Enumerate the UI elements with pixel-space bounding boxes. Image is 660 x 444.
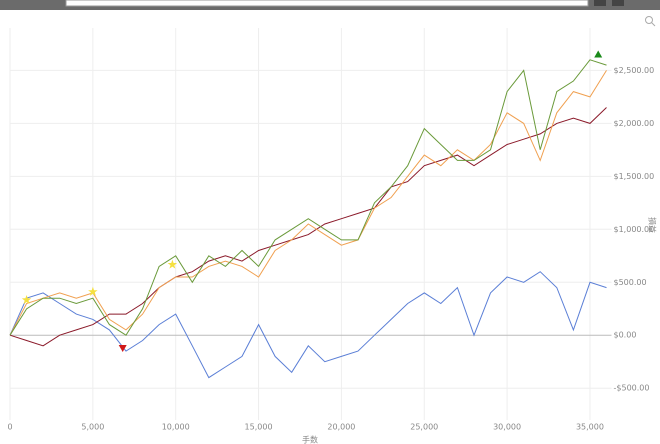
x-tick-label: 15,000: [245, 423, 273, 432]
x-tick-label: 25,000: [410, 423, 438, 432]
x-axis-label: 手数: [302, 435, 318, 444]
marker: [594, 50, 603, 58]
y-tick-label: $2,000.00: [614, 119, 655, 128]
marker: [167, 259, 178, 269]
y-tick-label: $500.00: [614, 278, 647, 287]
series-line: [9, 70, 607, 336]
x-tick-label: 10,000: [162, 423, 190, 432]
toolbar-button[interactable]: [612, 0, 624, 6]
zoom-icon[interactable]: [645, 16, 656, 27]
x-tick-label: 0: [7, 423, 12, 432]
x-tick-label: 5,000: [81, 423, 104, 432]
series-line: [9, 271, 607, 379]
x-tick-label: 20,000: [327, 423, 355, 432]
x-tick-label: 35,000: [576, 423, 604, 432]
marker: [21, 295, 32, 304]
series-line: [9, 59, 607, 336]
toolbar-input[interactable]: [65, 0, 589, 7]
marker: [118, 345, 127, 352]
y-tick-label: $1,000.00: [614, 225, 655, 234]
marker: [88, 286, 98, 296]
y-tick-label: $0.00: [614, 331, 637, 340]
y-tick-label: -$500.00: [614, 384, 650, 393]
y-axis-label: 損益: [648, 217, 658, 233]
series-line: [9, 107, 607, 347]
toolbar-button[interactable]: [594, 0, 606, 6]
y-tick-label: $2,500.00: [614, 66, 655, 75]
y-tick-label: $1,500.00: [614, 172, 655, 181]
x-tick-label: 30,000: [493, 423, 521, 432]
